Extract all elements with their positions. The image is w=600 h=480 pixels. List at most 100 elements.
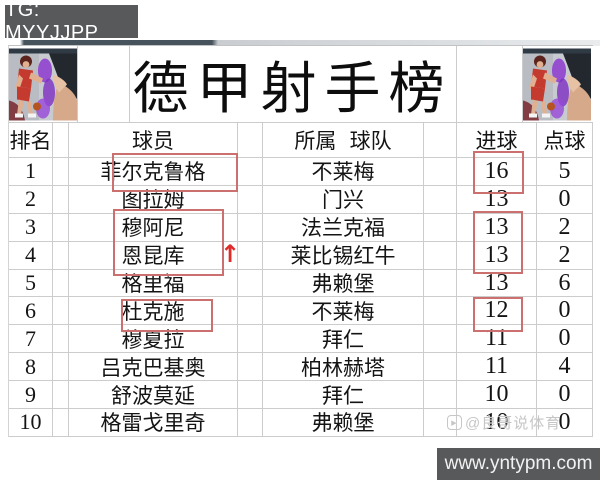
gridline: [129, 46, 130, 122]
spacer-cell: [238, 213, 263, 242]
header-penalties: 点球: [537, 123, 593, 158]
player-name-cell: 吕克巴基奥: [69, 353, 238, 382]
spacer-cell: [53, 353, 69, 382]
team-name-cell: 拜仁: [263, 381, 424, 410]
spacer-cell: [53, 297, 69, 326]
goals-cell: 12: [457, 297, 537, 326]
play-logo-icon: ▶: [447, 415, 462, 430]
spacer-cell: [53, 269, 69, 298]
team-name-cell: 法兰克福: [263, 213, 424, 242]
header-player: 球员: [69, 123, 238, 158]
highlight-box-goals-row6: [473, 297, 523, 332]
player-name-cell: 格雷戈里奇: [69, 409, 238, 437]
team-name-cell: 不莱梅: [263, 297, 424, 326]
spacer-cell: [424, 123, 457, 158]
goals-cell: 13: [457, 185, 537, 214]
header-rank: 排名: [9, 123, 53, 158]
penalties-cell: 2: [537, 241, 593, 270]
rank-cell: 10: [9, 409, 53, 437]
spacer-cell: [238, 123, 263, 158]
rank-cell: 8: [9, 353, 53, 382]
goals-cell: 10: [457, 409, 537, 437]
spacer-cell: [238, 353, 263, 382]
goals-cell: 16: [457, 158, 537, 186]
gridline: [456, 46, 457, 122]
team-name-cell: 拜仁: [263, 325, 424, 354]
rank-cell: 1: [9, 158, 53, 186]
spacer-cell: [53, 241, 69, 270]
goals-cell: 11: [457, 353, 537, 382]
highlight-box-goals-row1: [473, 151, 524, 194]
header-goals: 进球: [457, 123, 537, 158]
spacer-cell: [53, 381, 69, 410]
gridline: [522, 46, 523, 122]
slam-dunk-artwork-right: [523, 48, 591, 121]
slam-dunk-artwork-left: [9, 48, 77, 121]
rank-cell: 9: [9, 381, 53, 410]
spacer-cell: [53, 123, 69, 158]
penalties-cell: 2: [537, 213, 593, 242]
rank-cell: 4: [9, 241, 53, 270]
goals-cell: 13: [457, 241, 537, 270]
spacer-cell: [53, 325, 69, 354]
penalties-cell: 0: [537, 409, 593, 437]
spacer-cell: [238, 381, 263, 410]
channel-watermark-text: @良哥说体育: [465, 415, 562, 432]
spacer-cell: [238, 158, 263, 186]
spacer-cell: [424, 409, 457, 437]
player-name-cell: 杜克施: [69, 297, 238, 326]
team-name-cell: 门兴: [263, 185, 424, 214]
header-team: 所属 球队: [263, 123, 424, 158]
spacer-cell: [238, 185, 263, 214]
rank-cell: 7: [9, 325, 53, 354]
highlight-box-player-row6: [121, 299, 213, 332]
team-name-cell: 弗赖堡: [263, 269, 424, 298]
channel-watermark: ▶ @良哥说体育: [447, 412, 561, 433]
highlight-box-goals-rows3-4: [473, 211, 523, 274]
site-watermark-bar: www.yntypm.com: [437, 448, 600, 480]
rank-cell: 6: [9, 297, 53, 326]
gridline: [77, 46, 78, 122]
spacer-cell: [424, 297, 457, 326]
rank-cell: 5: [9, 269, 53, 298]
spacer-cell: [238, 297, 263, 326]
spacer-cell: [424, 241, 457, 270]
team-name-cell: 弗赖堡: [263, 409, 424, 437]
frame-edge-strip: [0, 40, 600, 46]
spacer-cell: [424, 158, 457, 186]
team-name-cell: 不莱梅: [263, 158, 424, 186]
rank-cell: 3: [9, 213, 53, 242]
player-name-cell: 恩昆库: [69, 241, 238, 270]
goals-cell: 13: [457, 213, 537, 242]
player-name-cell: 舒波莫延: [69, 381, 238, 410]
penalties-cell: 0: [537, 325, 593, 354]
spacer-cell: [53, 409, 69, 437]
team-name-cell: 莱比锡红牛: [263, 241, 424, 270]
rank-cell: 2: [9, 185, 53, 214]
penalties-cell: 5: [537, 158, 593, 186]
spacer-cell: [238, 269, 263, 298]
spacer-cell: [53, 213, 69, 242]
goals-cell: 10: [457, 381, 537, 410]
spacer-cell: [424, 269, 457, 298]
spacer-cell: [238, 241, 263, 270]
spacer-cell: [424, 353, 457, 382]
penalties-cell: 0: [537, 381, 593, 410]
top-scorers-table: 德甲射手榜 排名 球员 所属 球队 进球 点球 ↑ ▶ @良哥说体育 1 菲尔克…: [8, 45, 593, 437]
penalties-cell: 0: [537, 185, 593, 214]
up-arrow-annotation: ↑: [220, 240, 241, 268]
spacer-cell: [238, 325, 263, 354]
spacer-cell: [238, 409, 263, 437]
player-name-cell: 格里福: [69, 269, 238, 298]
spacer-cell: [424, 185, 457, 214]
spacer-cell: [424, 213, 457, 242]
spacer-cell: [53, 185, 69, 214]
player-name-cell: 菲尔克鲁格: [69, 158, 238, 186]
page-title: 德甲射手榜: [132, 59, 453, 121]
player-name-cell: 穆阿尼: [69, 213, 238, 242]
highlight-box-player-row1: [112, 153, 238, 192]
spacer-cell: [424, 381, 457, 410]
team-name-cell: 柏林赫塔: [263, 353, 424, 382]
player-name-cell: 图拉姆: [69, 185, 238, 214]
